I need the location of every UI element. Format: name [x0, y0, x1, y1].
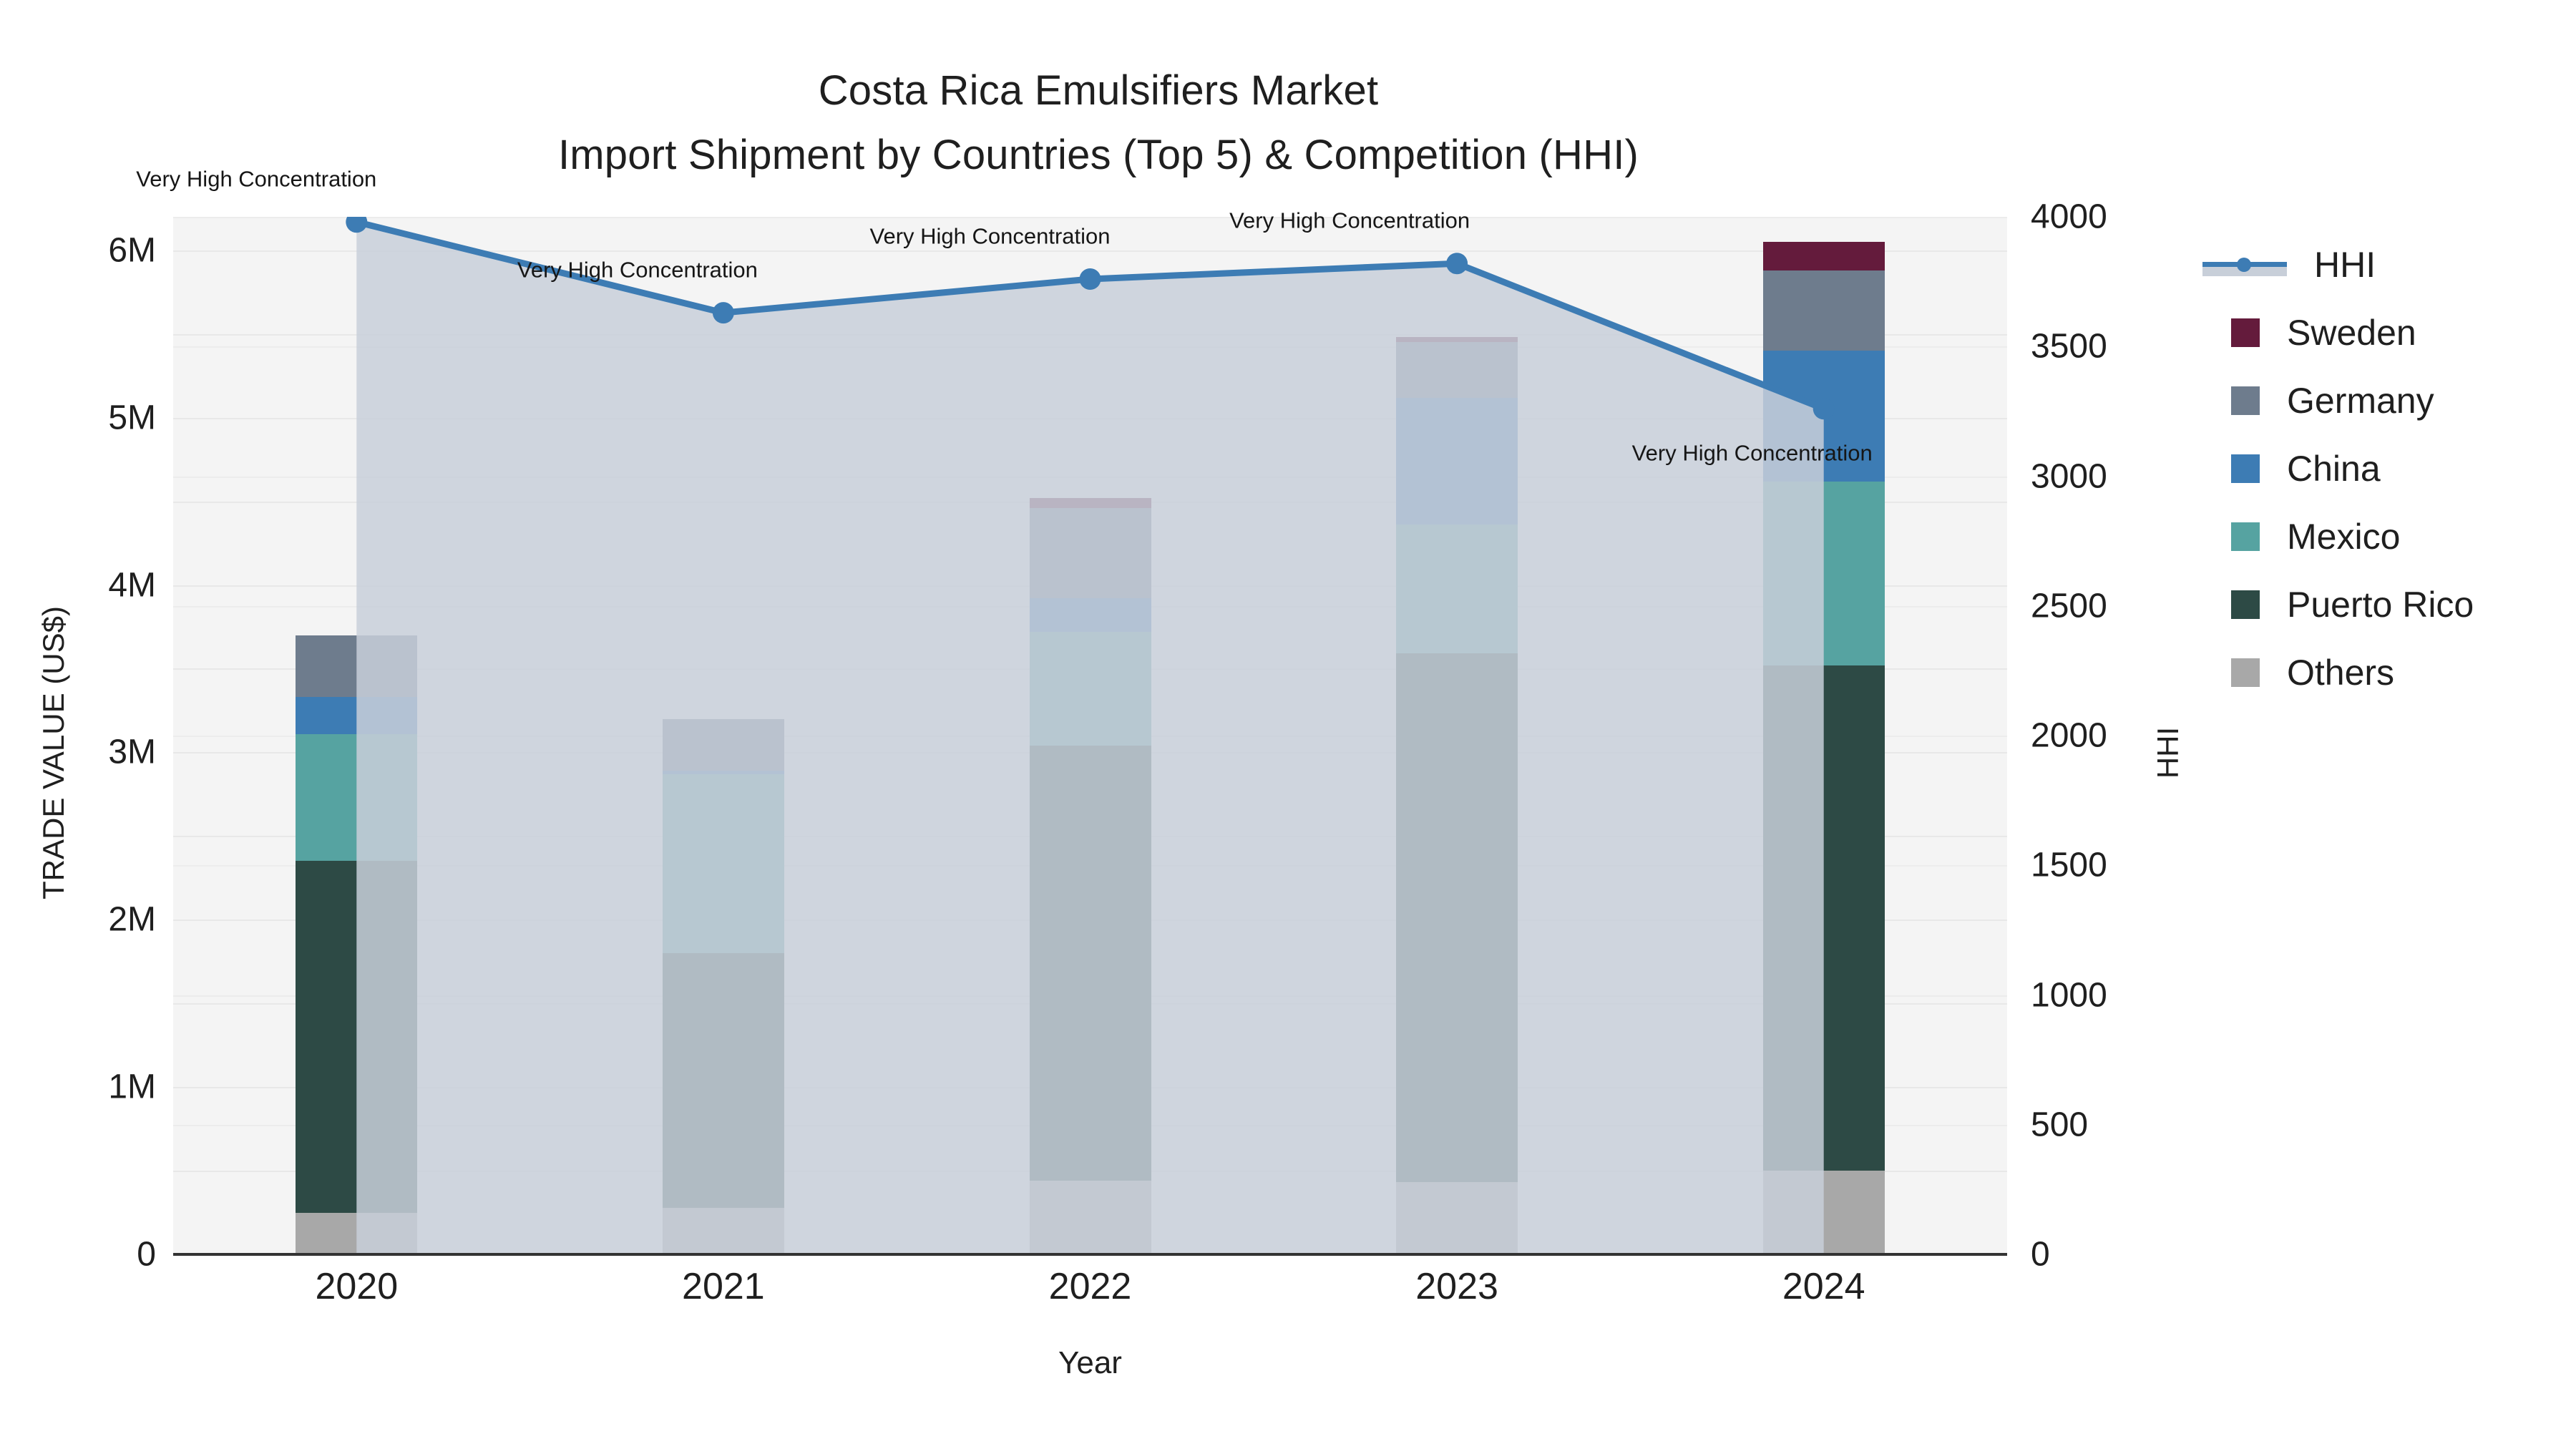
- legend-swatch-icon: [2231, 522, 2260, 551]
- hhi-annotation-2021: Very High Concentration: [517, 257, 758, 283]
- y-tick-left: 6M: [108, 231, 156, 270]
- bar-segment-china[interactable]: [662, 771, 784, 774]
- bar-segment-sweden[interactable]: [1029, 497, 1151, 508]
- x-tick-2024: 2024: [1782, 1266, 1865, 1307]
- bar-segment-germany[interactable]: [1396, 342, 1518, 398]
- legend-swatch-icon: [2231, 454, 2260, 483]
- hhi-annotation-2022: Very High Concentration: [869, 223, 1111, 249]
- bar-group-2024[interactable]: [1762, 217, 1885, 1254]
- x-axis-label: Year: [1058, 1345, 1122, 1380]
- y-tick-left: 5M: [108, 399, 156, 437]
- bar-segment-china[interactable]: [1396, 397, 1518, 525]
- y-tick-left: 3M: [108, 733, 156, 771]
- bar-group-2020[interactable]: [296, 217, 418, 1254]
- y-tick-left: 4M: [108, 566, 156, 605]
- legend-label: Germany: [2287, 380, 2434, 421]
- bar-group-2021[interactable]: [662, 217, 784, 1254]
- x-tick-2020: 2020: [315, 1266, 399, 1307]
- legend-label: China: [2287, 448, 2381, 489]
- legend: HHI Sweden Germany China Mexico Puerto Rico Ot…: [2202, 230, 2560, 706]
- legend-item-puerto-rico[interactable]: Puerto Rico: [2202, 570, 2560, 638]
- legend-label: Puerto Rico: [2287, 584, 2474, 625]
- x-tick-2023: 2023: [1415, 1266, 1498, 1307]
- bar-segment-sweden[interactable]: [1762, 242, 1885, 270]
- y-tick-right: 1000: [2031, 976, 2107, 1014]
- bar-segment-others[interactable]: [1762, 1171, 1885, 1254]
- bar-segment-china[interactable]: [296, 697, 418, 734]
- bar-segment-puerto-rico[interactable]: [296, 861, 418, 1213]
- y-tick-right: 500: [2031, 1106, 2089, 1144]
- chart-title: Costa Rica Emulsifiers Market Import Shi…: [0, 59, 2197, 187]
- legend-item-mexico[interactable]: Mexico: [2202, 502, 2560, 570]
- legend-item-others[interactable]: Others: [2202, 638, 2560, 706]
- y-tick-right: 0: [2031, 1235, 2050, 1274]
- legend-label: Others: [2287, 652, 2395, 693]
- bar-segment-others[interactable]: [296, 1212, 418, 1254]
- bar-segment-mexico[interactable]: [296, 733, 418, 862]
- y-tick-right: 2000: [2031, 716, 2107, 755]
- legend-swatch-icon: [2231, 318, 2260, 347]
- bar-segment-mexico[interactable]: [1396, 525, 1518, 654]
- y-tick-right: 1500: [2031, 846, 2107, 884]
- y-tick-left: 0: [137, 1235, 156, 1274]
- legend-item-sweden[interactable]: Sweden: [2202, 298, 2560, 366]
- y-tick-right: 2500: [2031, 587, 2107, 625]
- legend-label: HHI: [2314, 244, 2376, 285]
- y-tick-right: 4000: [2031, 197, 2107, 236]
- bar-segment-others[interactable]: [662, 1207, 784, 1254]
- bar-segment-germany[interactable]: [296, 635, 418, 698]
- gridline-secondary: [173, 217, 2007, 218]
- bar-segment-germany[interactable]: [662, 718, 784, 771]
- bar-segment-sweden[interactable]: [1396, 337, 1518, 343]
- bar-segment-puerto-rico[interactable]: [662, 953, 784, 1208]
- chart-title-line-1: Costa Rica Emulsifiers Market: [818, 67, 1379, 114]
- hhi-annotation-2024: Very High Concentration: [1631, 440, 1873, 466]
- legend-label: Mexico: [2287, 516, 2401, 557]
- plot-area: Very High Concentration Very High Concent…: [136, 168, 2007, 1256]
- x-tick-2022: 2022: [1048, 1266, 1132, 1307]
- bar-segment-mexico[interactable]: [1029, 632, 1151, 746]
- bar-segment-puerto-rico[interactable]: [1396, 653, 1518, 1183]
- x-axis-line: [173, 1253, 2007, 1256]
- hhi-annotation-2020: Very High Concentration: [136, 166, 377, 192]
- legend-item-china[interactable]: China: [2202, 434, 2560, 502]
- hhi-annotation-2023: Very High Concentration: [1229, 208, 1470, 233]
- legend-item-germany[interactable]: Germany: [2202, 366, 2560, 434]
- bar-segment-germany[interactable]: [1029, 507, 1151, 599]
- legend-label: Sweden: [2287, 312, 2416, 353]
- bar-segment-mexico[interactable]: [1762, 481, 1885, 665]
- chart-title-line-2: Import Shipment by Countries (Top 5) & C…: [557, 132, 1639, 178]
- x-tick-2021: 2021: [682, 1266, 765, 1307]
- bar-segment-china[interactable]: [1029, 598, 1151, 632]
- y-tick-left: 1M: [108, 1068, 156, 1106]
- bar-segment-mexico[interactable]: [662, 774, 784, 954]
- legend-line-icon: [2202, 250, 2287, 279]
- legend-item-hhi[interactable]: HHI: [2202, 230, 2560, 298]
- bar-segment-others[interactable]: [1029, 1181, 1151, 1254]
- y-tick-right: 3000: [2031, 457, 2107, 495]
- y-axis-left-label: TRADE VALUE (US$): [36, 606, 70, 899]
- bar-group-2022[interactable]: [1029, 217, 1151, 1254]
- bar-segment-others[interactable]: [1396, 1182, 1518, 1254]
- legend-swatch-icon: [2231, 590, 2260, 619]
- bar-segment-germany[interactable]: [1762, 270, 1885, 351]
- bar-group-2023[interactable]: [1396, 217, 1518, 1254]
- legend-swatch-icon: [2231, 386, 2260, 415]
- legend-swatch-icon: [2231, 658, 2260, 687]
- y-axis-right-label: HHI: [2151, 726, 2185, 779]
- bar-segment-puerto-rico[interactable]: [1762, 665, 1885, 1171]
- y-tick-right: 3500: [2031, 327, 2107, 366]
- y-tick-left: 2M: [108, 900, 156, 939]
- bar-segment-puerto-rico[interactable]: [1029, 746, 1151, 1181]
